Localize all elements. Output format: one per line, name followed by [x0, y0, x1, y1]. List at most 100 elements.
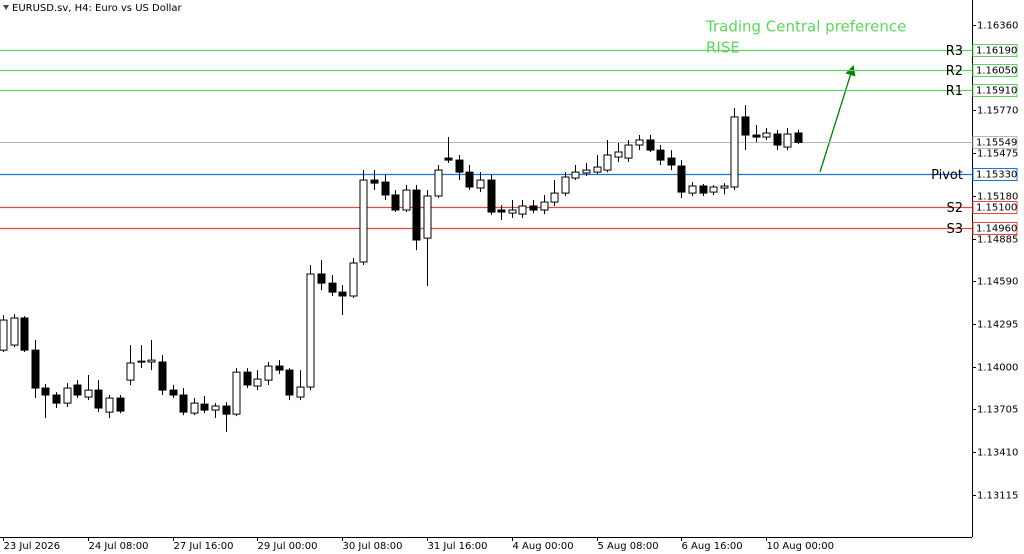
y-tick-label: 1.14885: [977, 235, 1018, 246]
candle-body: [94, 389, 103, 409]
candle-body: [677, 165, 686, 193]
level-value-label: 1.15910: [976, 86, 1017, 97]
y-tick-label: 1.15475: [977, 149, 1018, 160]
candle-body: [783, 133, 792, 148]
candle-body: [476, 179, 485, 189]
candle-body: [529, 205, 538, 211]
current-price-label: 1.15549: [976, 138, 1017, 149]
level-value-box: [972, 44, 1018, 57]
candle-body: [0, 319, 8, 351]
candle-body: [773, 133, 782, 146]
annotation: RISE: [706, 39, 740, 57]
candle-body: [169, 389, 178, 396]
y-tick-label: 1.14295: [977, 320, 1018, 331]
y-tick-label: 1.14000: [977, 363, 1018, 374]
candle-body: [52, 394, 61, 404]
level-value-label: 1.15100: [976, 203, 1017, 214]
candle-body: [571, 171, 580, 179]
level-name: R3: [946, 44, 963, 59]
x-tick-label: 10 Aug 00:00: [767, 541, 834, 552]
candle-body: [455, 159, 464, 173]
candle-body: [603, 154, 612, 171]
level-value-box: [972, 201, 1018, 214]
candle-body: [465, 171, 474, 188]
candle-body: [762, 132, 771, 138]
candle-body: [709, 186, 718, 193]
candle-body: [116, 397, 125, 412]
level-value-label: 1.15330: [976, 170, 1017, 181]
x-tick-label: 30 Jul 08:00: [343, 541, 403, 552]
x-tick-label: 5 Aug 08:00: [598, 541, 659, 552]
level-value-label: 1.16050: [976, 66, 1017, 77]
x-tick-label: 23 Jul 2026: [4, 541, 61, 552]
y-tick-label: 1.15180: [977, 192, 1018, 203]
candle-body: [391, 194, 400, 211]
level-name: S2: [946, 201, 963, 216]
level-name: R1: [946, 84, 963, 99]
candle-body: [211, 405, 220, 411]
y-tick-label: 1.13410: [977, 448, 1018, 459]
candle-body: [222, 405, 231, 415]
candle-body: [402, 189, 411, 211]
candle-body: [699, 185, 708, 194]
candle-body: [285, 369, 294, 396]
x-tick-label: 6 Aug 16:00: [682, 541, 743, 552]
level-name: Pivot: [931, 168, 963, 183]
candle-body: [423, 195, 432, 239]
candle-body: [752, 134, 761, 138]
candle-body: [126, 362, 135, 381]
annotation: Trading Central preference: [705, 18, 906, 36]
y-tick-label: 1.14590: [977, 277, 1018, 288]
candle-body: [73, 384, 82, 396]
candle-body: [200, 403, 209, 411]
level-value-box: [972, 168, 1018, 181]
x-tick-label: 29 Jul 00:00: [258, 541, 318, 552]
candle-body: [730, 116, 739, 188]
x-tick-label: 27 Jul 16:00: [174, 541, 234, 552]
trend-arrow: [819, 65, 856, 173]
candle-body: [624, 144, 633, 159]
candle-body: [232, 371, 241, 415]
candle-body: [243, 371, 252, 386]
candle-body: [646, 139, 655, 151]
candle-body: [667, 157, 676, 166]
candle-body: [550, 192, 559, 203]
candle-body: [10, 317, 19, 346]
candle-body: [434, 169, 443, 197]
y-tick-label: 1.13705: [977, 405, 1018, 416]
candle-body: [296, 386, 305, 398]
candle-body: [508, 209, 517, 214]
candle-body: [190, 402, 199, 414]
candle-body: [720, 185, 729, 189]
current-price-box: [972, 136, 1018, 149]
x-tick-label: 4 Aug 00:00: [513, 541, 574, 552]
candle-body: [84, 389, 93, 398]
level-value-label: 1.14960: [976, 224, 1017, 235]
candle-body: [359, 179, 368, 263]
level-value-box: [972, 222, 1018, 235]
y-tick-label: 1.16360: [977, 21, 1018, 32]
level-value-box: [972, 64, 1018, 77]
candle-body: [105, 397, 114, 413]
x-tick-label: 31 Jul 16:00: [428, 541, 488, 552]
candle-body: [20, 317, 29, 351]
candle-body: [349, 262, 358, 297]
candle-body: [41, 387, 50, 396]
candle-body: [794, 132, 803, 143]
candle-body: [540, 201, 549, 211]
candle-body: [253, 378, 262, 387]
candle-body: [31, 349, 40, 389]
candle-body: [741, 116, 750, 136]
candle-body: [412, 189, 421, 241]
candle-body: [635, 139, 644, 146]
symbol-icon: [3, 5, 9, 10]
candle-body: [306, 273, 315, 388]
candle-body: [147, 359, 156, 363]
y-tick-label: 1.13115: [977, 491, 1018, 502]
x-tick-label: 24 Jul 08:00: [89, 541, 149, 552]
level-name: S3: [946, 222, 963, 237]
candle-body: [179, 394, 188, 413]
candle-body: [158, 361, 167, 391]
